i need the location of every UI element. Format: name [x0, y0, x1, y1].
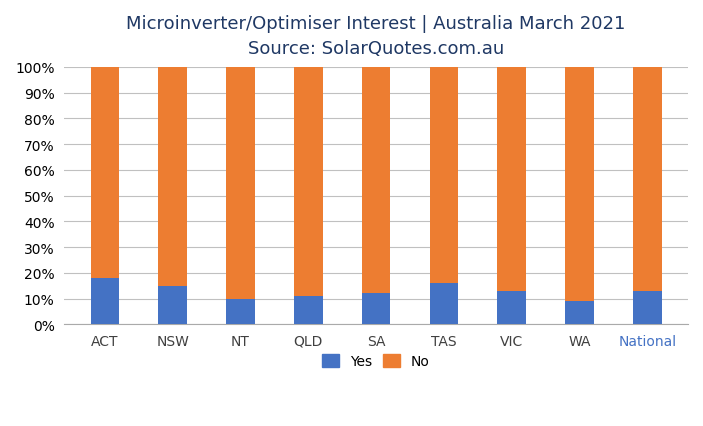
Bar [565, 301, 594, 325]
Bar [158, 68, 187, 286]
Bar [226, 299, 254, 325]
Bar [633, 68, 662, 291]
Bar [362, 294, 390, 325]
Legend: Yes, No: Yes, No [317, 349, 435, 374]
Bar [294, 296, 323, 325]
Bar [430, 68, 458, 283]
Bar [91, 68, 119, 278]
Bar [294, 68, 323, 296]
Bar [91, 278, 119, 325]
Bar [362, 68, 390, 294]
Bar [565, 68, 594, 301]
Bar [226, 68, 254, 299]
Bar [633, 291, 662, 325]
Bar [498, 68, 526, 291]
Bar [498, 291, 526, 325]
Bar [158, 286, 187, 325]
Bar [430, 283, 458, 325]
Title: Microinverter/Optimiser Interest | Australia March 2021
Source: SolarQuotes.com.: Microinverter/Optimiser Interest | Austr… [127, 15, 626, 58]
